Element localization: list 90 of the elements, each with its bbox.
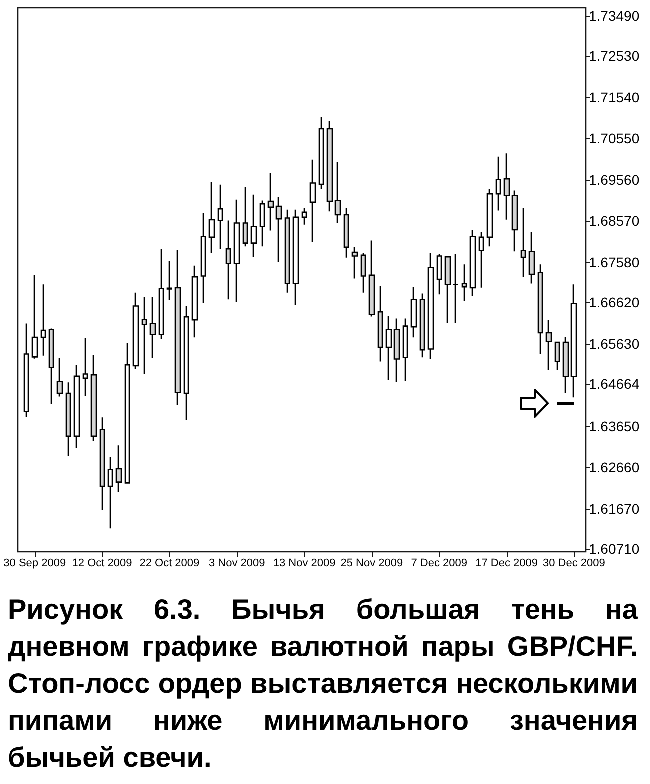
- x-tick-label: 3 Nov 2009: [208, 558, 266, 570]
- candlestick: [444, 256, 452, 324]
- candlestick: [470, 229, 476, 297]
- candlestick: [486, 188, 494, 248]
- candlestick: [100, 417, 106, 511]
- candlestick: [218, 184, 224, 250]
- candlestick: [344, 208, 350, 259]
- candlestick: [528, 232, 536, 284]
- candlestick: [174, 250, 182, 406]
- y-tick-label: 1.64664: [589, 376, 640, 392]
- candlestick: [378, 286, 384, 362]
- candlestick: [90, 354, 98, 442]
- candlestick: [56, 358, 64, 398]
- x-tick-label: 30 Sep 2009: [4, 558, 66, 570]
- candlestick: [124, 342, 130, 484]
- candlestick: [496, 156, 502, 212]
- candlestick: [512, 190, 518, 252]
- candlestick: [318, 116, 324, 190]
- candlestick: [420, 293, 426, 358]
- y-tick-label: 1.62660: [589, 460, 640, 476]
- candlestick: [66, 382, 72, 458]
- y-tick-label: 1.60710: [589, 541, 640, 558]
- candlestick: [192, 265, 198, 338]
- candlestick: [250, 194, 258, 258]
- candlestick: [142, 296, 148, 375]
- y-tick-label: 1.61670: [589, 501, 640, 518]
- x-tick-label: 17 Dec 2009: [476, 558, 538, 570]
- candlestick: [208, 182, 216, 254]
- candlestick: [108, 456, 114, 530]
- y-tick-label: 1.68570: [589, 213, 640, 230]
- candlestick: [150, 296, 156, 360]
- candlestick: [48, 328, 54, 405]
- candlestick: [436, 253, 442, 296]
- candlestick: [428, 252, 434, 360]
- y-tick-label: 1.66620: [589, 294, 640, 311]
- candlestick: [410, 286, 418, 338]
- y-tick-label: 1.69560: [589, 172, 640, 188]
- candlestick: [334, 161, 342, 224]
- candlestick: [504, 152, 510, 221]
- y-tick-label: 1.71540: [589, 89, 640, 106]
- candlestick: [538, 264, 544, 355]
- text: Рисунок 6.3. Бычья большая тень на дневном графике валютной пары GBP/CHF. Стоп-лосс ордер выставляется несколькими пипами ниже минимального значения бычьей свечи.: [8, 593, 638, 775]
- candlestick: [260, 200, 266, 248]
- candlestick: [166, 260, 172, 302]
- x-tick-label: 13 Nov 2009: [273, 558, 336, 570]
- candlestick: [40, 284, 46, 357]
- candlestick: [452, 253, 460, 324]
- candlestick: [352, 246, 358, 280]
- candlestick: [184, 306, 190, 421]
- candlestick: [562, 336, 570, 394]
- candlestick: [302, 208, 308, 226]
- candlestick: [292, 209, 300, 306]
- candlestick: [82, 338, 88, 397]
- y-tick-label: 1.72530: [589, 48, 640, 64]
- x-tick-label: 7 Dec 2009: [411, 558, 468, 570]
- candlestick: [394, 318, 400, 383]
- candlestick: [570, 284, 578, 398]
- candlestick: [478, 232, 484, 289]
- y-tick-label: 1.70550: [589, 130, 640, 147]
- candlestick: [158, 248, 164, 340]
- candlestick: [402, 318, 408, 382]
- x-tick-label: 30 Dec 2009: [543, 558, 606, 570]
- candlestick: [554, 342, 560, 371]
- y-tick-label: 1.65630: [589, 336, 640, 352]
- y-tick-label: 1.73490: [589, 8, 640, 24]
- candlestick: [326, 120, 334, 212]
- candlestick: [462, 264, 468, 302]
- candlestick: [310, 159, 316, 244]
- candlestick: [234, 199, 240, 303]
- x-tick-label: 22 Oct 2009: [140, 558, 200, 570]
- candlestick: [24, 323, 30, 418]
- candlestick: [74, 364, 80, 449]
- candlestick: [276, 196, 282, 263]
- y-tick-label: 1.67580: [589, 254, 640, 270]
- candlestick: [268, 172, 274, 232]
- candlestick: [132, 292, 140, 370]
- candlestick: [200, 212, 206, 304]
- candlestick: [386, 316, 392, 381]
- candlestick: [32, 274, 38, 360]
- x-tick-label: 12 Oct 2009: [72, 558, 132, 570]
- x-tick-label: 25 Nov 2009: [340, 558, 404, 570]
- candlestick: [284, 209, 290, 294]
- candlestick: [520, 208, 526, 278]
- y-tick-label: 1.63650: [589, 418, 640, 434]
- candlestick: [116, 444, 122, 493]
- candlestick: [368, 240, 376, 318]
- candlestick: [360, 252, 366, 294]
- candlestick: [226, 220, 232, 300]
- candlestick: [546, 320, 552, 371]
- candlestick: [242, 186, 248, 248]
